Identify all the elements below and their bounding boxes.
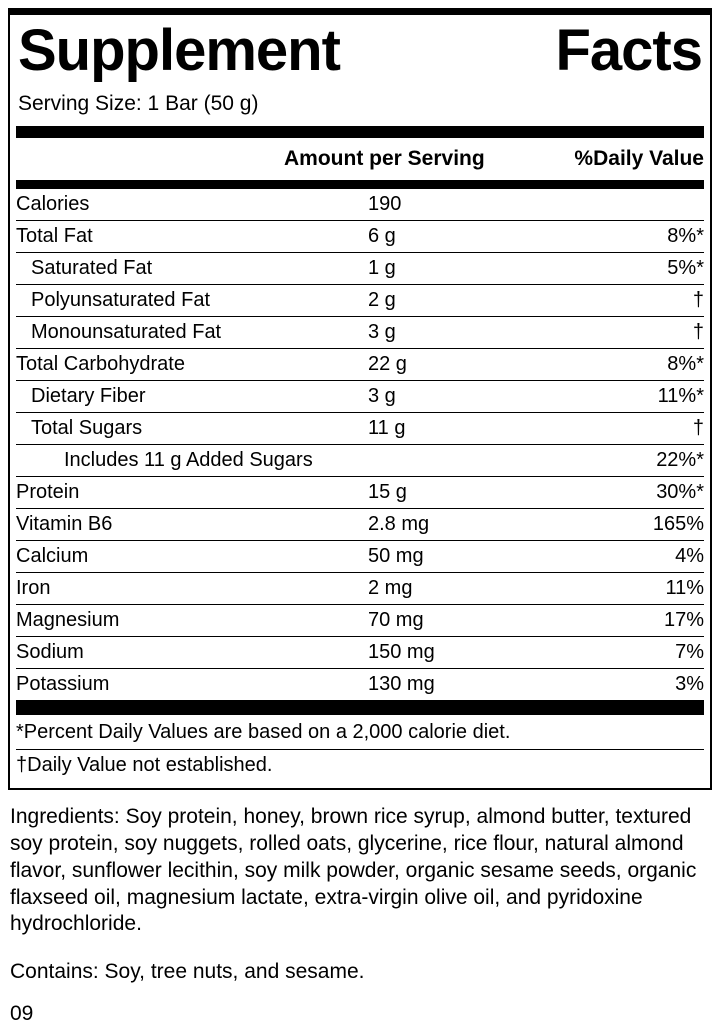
nutrient-daily-value: 8%* (667, 224, 704, 247)
nutrient-row: Potassium 130 mg 3% (16, 669, 704, 701)
nutrient-row: Includes 11 g Added Sugars 22%* (16, 445, 704, 477)
nutrient-daily-value: 17% (663, 608, 704, 631)
nutrient-name: Dietary Fiber (31, 384, 146, 407)
divider-bottom-thick (16, 700, 704, 715)
nutrient-name: Iron (16, 576, 51, 599)
nutrient-amount: 150 mg (368, 640, 435, 663)
column-headers: Amount per Serving %Daily Value (16, 138, 704, 180)
divider-top-thick (16, 125, 704, 138)
nutrient-row: Dietary Fiber 3 g 11%* (16, 381, 704, 413)
nutrient-daily-value: 30%* (656, 480, 704, 503)
daily-value-column-header: %Daily Value (574, 146, 704, 170)
nutrient-daily-value: † (692, 320, 704, 343)
nutrient-name: Total Fat (16, 224, 93, 247)
nutrient-name: Vitamin B6 (16, 512, 113, 535)
footnote-daily-values: *Percent Daily Values are based on a 2,0… (16, 717, 704, 750)
nutrient-daily-value: 165% (652, 512, 704, 535)
nutrient-amount: 6 g (368, 224, 396, 247)
nutrient-row: Protein 15 g 30%* (16, 477, 704, 509)
nutrient-amount: 3 g (368, 320, 396, 343)
nutrient-daily-value: 3% (675, 672, 704, 695)
nutrient-row: Polyunsaturated Fat 2 g † (16, 285, 704, 317)
amount-column-header: Amount per Serving (284, 146, 485, 170)
nutrient-name: Potassium (16, 672, 110, 695)
nutrient-row: Calcium 50 mg 4% (16, 541, 704, 573)
nutrient-amount: 11 g (368, 416, 406, 439)
nutrient-amount: 1 g (368, 256, 396, 279)
nutrient-amount: 190 (368, 192, 402, 215)
nutrient-name: Monounsaturated Fat (31, 320, 222, 343)
nutrient-row: Calories 190 (16, 189, 704, 221)
nutrient-daily-value: 4% (675, 544, 704, 567)
nutrient-name: Sodium (16, 640, 84, 663)
nutrient-amount: 2 g (368, 288, 396, 311)
nutrient-row: Sodium 150 mg 7% (16, 637, 704, 669)
nutrient-name: Total Carbohydrate (16, 352, 185, 375)
nutrient-daily-value: 11% (665, 576, 704, 599)
ingredients-text: Ingredients: Soy protein, honey, brown r… (10, 804, 697, 936)
nutrient-amount: 3 g (368, 384, 396, 407)
divider-header (16, 179, 704, 189)
nutrient-name: Magnesium (16, 608, 120, 631)
serving-size: Serving Size: 1 Bar (50 g) (18, 91, 259, 115)
nutrient-amount: 50 mg (368, 544, 424, 567)
nutrient-amount: 2.8 mg (368, 512, 430, 535)
nutrient-name: Calcium (16, 544, 89, 567)
nutrient-row: Iron 2 mg 11% (16, 573, 704, 605)
footnote-dagger: †Daily Value not established. (16, 753, 273, 776)
nutrient-row: Total Sugars 11 g † (16, 413, 704, 445)
panel-title: Supplement Facts (18, 18, 703, 83)
nutrient-row: Monounsaturated Fat 3 g † (16, 317, 704, 349)
nutrient-rows: Calories 190 Total Fat 6 g 8%* Saturated… (16, 189, 704, 701)
nutrient-row: Magnesium 70 mg 17% (16, 605, 704, 637)
nutrient-name: Total Sugars (31, 416, 143, 439)
nutrient-daily-value: 7% (675, 640, 704, 663)
nutrient-row: Vitamin B6 2.8 mg 165% (16, 509, 704, 541)
nutrient-daily-value: 22%* (656, 448, 704, 471)
nutrient-daily-value: 11%* (657, 384, 704, 407)
nutrient-amount: 70 mg (368, 608, 424, 631)
nutrient-name: Saturated Fat (31, 256, 153, 279)
nutrient-name: Protein (16, 480, 80, 503)
nutrient-daily-value: 8%* (667, 352, 704, 375)
nutrient-row: Saturated Fat 1 g 5%* (16, 253, 704, 285)
nutrient-amount: 15 g (368, 480, 407, 503)
nutrient-daily-value: † (692, 288, 704, 311)
label-code: 09 (10, 1002, 34, 1026)
footnotes: *Percent Daily Values are based on a 2,0… (16, 715, 704, 782)
nutrient-amount: 22 g (368, 352, 407, 375)
nutrient-amount: 2 mg (368, 576, 413, 599)
nutrient-daily-value: 5%* (667, 256, 704, 279)
nutrient-amount: 130 mg (368, 672, 435, 695)
nutrient-name: Includes 11 g Added Sugars (64, 448, 313, 471)
nutrient-row: Total Carbohydrate 22 g 8%* (16, 349, 704, 381)
nutrient-name: Calories (16, 192, 90, 215)
supplement-facts-panel: Supplement Facts Serving Size: 1 Bar (50… (8, 8, 712, 790)
contains-text: Contains: Soy, tree nuts, and sesame. (10, 960, 365, 984)
nutrient-row: Total Fat 6 g 8%* (16, 221, 704, 253)
nutrient-daily-value: † (692, 416, 704, 439)
nutrient-name: Polyunsaturated Fat (31, 288, 210, 311)
